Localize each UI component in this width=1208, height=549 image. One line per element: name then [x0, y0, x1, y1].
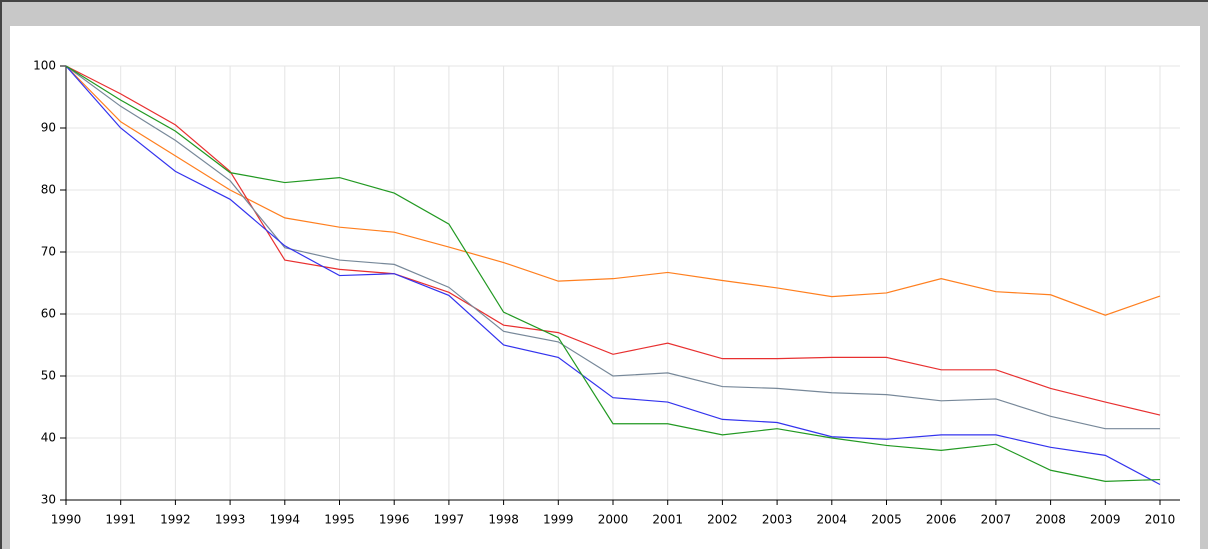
- x-tick-label: 1990: [51, 513, 82, 527]
- y-tick-label: 40: [41, 431, 56, 445]
- x-tick-label: 2003: [762, 513, 793, 527]
- x-tick-label: 1994: [270, 513, 301, 527]
- x-tick-label: 1991: [105, 513, 136, 527]
- x-tick-label: 2009: [1090, 513, 1121, 527]
- x-tick-label: 1999: [543, 513, 574, 527]
- y-tick-label: 90: [41, 121, 56, 135]
- x-tick-label: 2007: [981, 513, 1012, 527]
- series-line: [65, 65, 1161, 416]
- x-tick-label: 2008: [1035, 513, 1066, 527]
- x-tick-label: 1992: [160, 513, 191, 527]
- y-tick-label: 60: [41, 307, 56, 321]
- x-tick-label: 2010: [1145, 513, 1176, 527]
- y-tick-label: 70: [41, 245, 56, 259]
- y-tick-label: 80: [41, 183, 56, 197]
- y-tick-label: 30: [41, 493, 56, 507]
- series-line: [65, 65, 1161, 316]
- x-tick-label: 1996: [379, 513, 410, 527]
- x-tick-label: 1995: [324, 513, 355, 527]
- x-tick-label: 2004: [817, 513, 848, 527]
- chart-panel: [10, 26, 1200, 549]
- y-tick-label: 50: [41, 369, 56, 383]
- series-line: [65, 65, 1161, 486]
- series-line: [65, 65, 1161, 483]
- x-tick-label: 2006: [926, 513, 957, 527]
- series-line: [65, 65, 1160, 430]
- x-tick-label: 2002: [707, 513, 738, 527]
- y-tick-label: 100: [33, 59, 56, 73]
- x-tick-label: 2005: [871, 513, 902, 527]
- x-tick-label: 1998: [488, 513, 519, 527]
- x-tick-label: 2001: [652, 513, 683, 527]
- x-tick-label: 1997: [434, 513, 465, 527]
- x-tick-label: 2000: [598, 513, 629, 527]
- x-tick-label: 1993: [215, 513, 246, 527]
